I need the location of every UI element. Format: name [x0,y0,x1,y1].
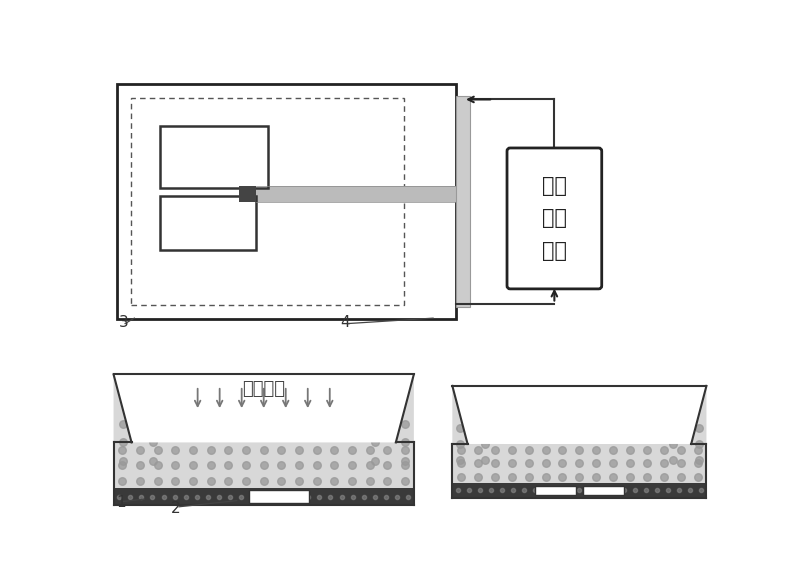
Bar [239,187,256,202]
Text: 1: 1 [116,495,126,510]
Bar [160,126,267,188]
Bar [452,483,706,498]
Bar [452,444,706,483]
Polygon shape [114,374,414,442]
Bar [114,442,414,488]
FancyBboxPatch shape [507,148,602,289]
Text: 3: 3 [119,315,129,329]
Bar [114,488,414,505]
Bar [249,490,309,503]
Bar [535,486,575,495]
Polygon shape [354,374,414,488]
Text: 4: 4 [341,315,350,329]
Text: 被测压力: 被测压力 [242,380,285,398]
Bar [160,196,256,250]
Bar [456,95,470,307]
Bar [256,187,460,202]
Polygon shape [114,374,174,488]
Bar [583,486,624,495]
Text: 锁相
闭环
电路: 锁相 闭环 电路 [542,176,567,261]
Bar [131,98,404,305]
Bar [118,84,456,319]
Polygon shape [452,386,503,483]
Text: 2: 2 [171,501,181,516]
Polygon shape [452,386,706,444]
Polygon shape [656,386,706,483]
